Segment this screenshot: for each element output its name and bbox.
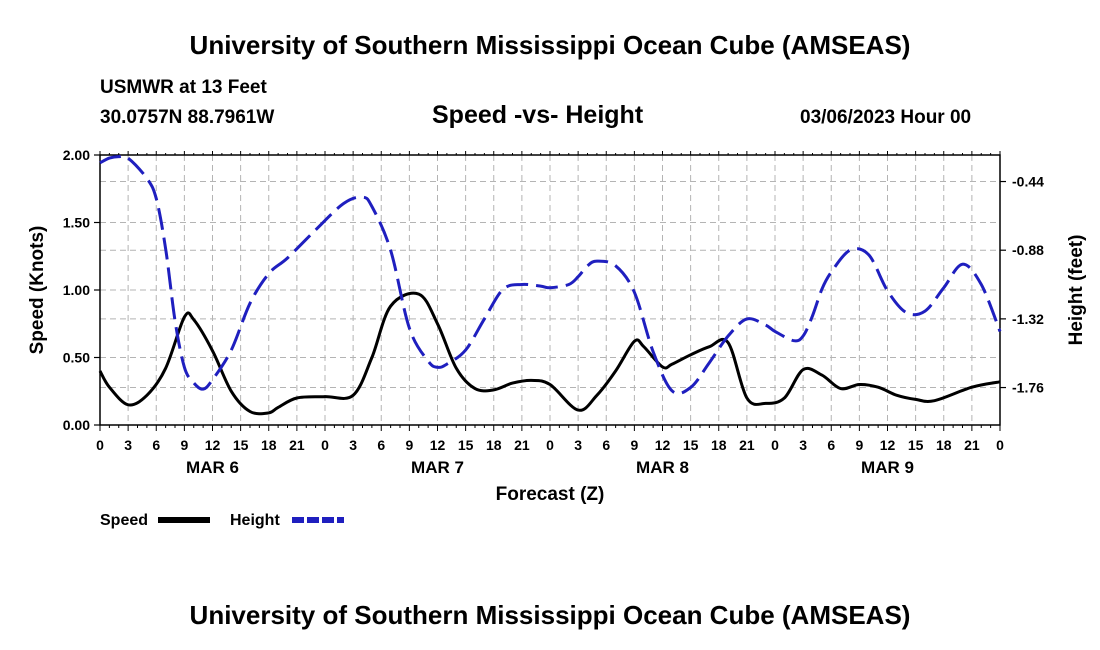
x-tick-label: 3 bbox=[799, 437, 807, 453]
y-tick-label: 1.50 bbox=[63, 215, 90, 231]
forecast-datetime: 03/06/2023 Hour 00 bbox=[800, 107, 972, 128]
day-label: MAR 7 bbox=[411, 458, 464, 477]
x-tick-label: 0 bbox=[546, 437, 554, 453]
x-tick-label: 3 bbox=[124, 437, 132, 453]
y2-tick-label: -0.88 bbox=[1012, 242, 1044, 258]
x-tick-label: 18 bbox=[261, 437, 277, 453]
x-tick-label: 18 bbox=[486, 437, 502, 453]
x-tick-label: 6 bbox=[377, 437, 385, 453]
y2-axis-title: Height (feet) bbox=[1066, 235, 1087, 346]
main-title: University of Southern Mississippi Ocean… bbox=[189, 30, 911, 60]
y-tick-label: 0.00 bbox=[63, 417, 90, 433]
coordinates-label: 30.0757N 88.7961W bbox=[100, 107, 275, 128]
x-tick-label: 21 bbox=[514, 437, 530, 453]
x-tick-label: 15 bbox=[233, 437, 249, 453]
x-tick-label: 12 bbox=[205, 437, 221, 453]
x-tick-label: 18 bbox=[936, 437, 952, 453]
x-tick-label: 0 bbox=[321, 437, 329, 453]
legend-label-height: Height bbox=[230, 512, 280, 529]
y-tick-label: 2.00 bbox=[63, 147, 90, 163]
x-tick-label: 18 bbox=[711, 437, 727, 453]
x-tick-label: 15 bbox=[908, 437, 924, 453]
chart-title: Speed -vs- Height bbox=[432, 101, 644, 129]
x-tick-label: 21 bbox=[739, 437, 755, 453]
x-tick-label: 6 bbox=[827, 437, 835, 453]
y-tick-label: 0.50 bbox=[63, 350, 90, 366]
x-tick-label: 3 bbox=[574, 437, 582, 453]
series-line-height bbox=[99, 154, 1002, 396]
footer-title: University of Southern Mississippi Ocean… bbox=[189, 600, 911, 630]
x-tick-label: 0 bbox=[996, 437, 1004, 453]
x-tick-label: 15 bbox=[683, 437, 699, 453]
x-tick-label: 6 bbox=[152, 437, 160, 453]
station-label: USMWR at 13 Feet bbox=[100, 77, 267, 98]
x-tick-label: 21 bbox=[964, 437, 980, 453]
x-tick-label: 9 bbox=[630, 437, 638, 453]
series-line-speed bbox=[98, 291, 1001, 416]
x-tick-label: 15 bbox=[458, 437, 474, 453]
x-tick-label: 9 bbox=[405, 437, 413, 453]
x-tick-label: 12 bbox=[430, 437, 446, 453]
x-tick-label: 3 bbox=[349, 437, 357, 453]
day-label: MAR 9 bbox=[861, 458, 914, 477]
y-tick-label: 1.00 bbox=[63, 282, 90, 298]
y2-tick-label: -1.76 bbox=[1012, 380, 1044, 396]
day-label: MAR 6 bbox=[186, 458, 239, 477]
legend-label-speed: Speed bbox=[100, 512, 148, 529]
day-label: MAR 8 bbox=[636, 458, 689, 477]
x-axis-title: Forecast (Z) bbox=[496, 484, 605, 505]
y2-tick-label: -0.44 bbox=[1012, 174, 1044, 190]
x-tick-label: 9 bbox=[180, 437, 188, 453]
y-axis-title: Speed (Knots) bbox=[27, 226, 48, 355]
x-tick-label: 0 bbox=[96, 437, 104, 453]
x-tick-label: 12 bbox=[655, 437, 671, 453]
x-tick-label: 12 bbox=[880, 437, 896, 453]
y2-tick-label: -1.32 bbox=[1012, 311, 1044, 327]
x-tick-label: 9 bbox=[855, 437, 863, 453]
x-tick-label: 21 bbox=[289, 437, 305, 453]
x-tick-label: 0 bbox=[771, 437, 779, 453]
x-tick-label: 6 bbox=[602, 437, 610, 453]
